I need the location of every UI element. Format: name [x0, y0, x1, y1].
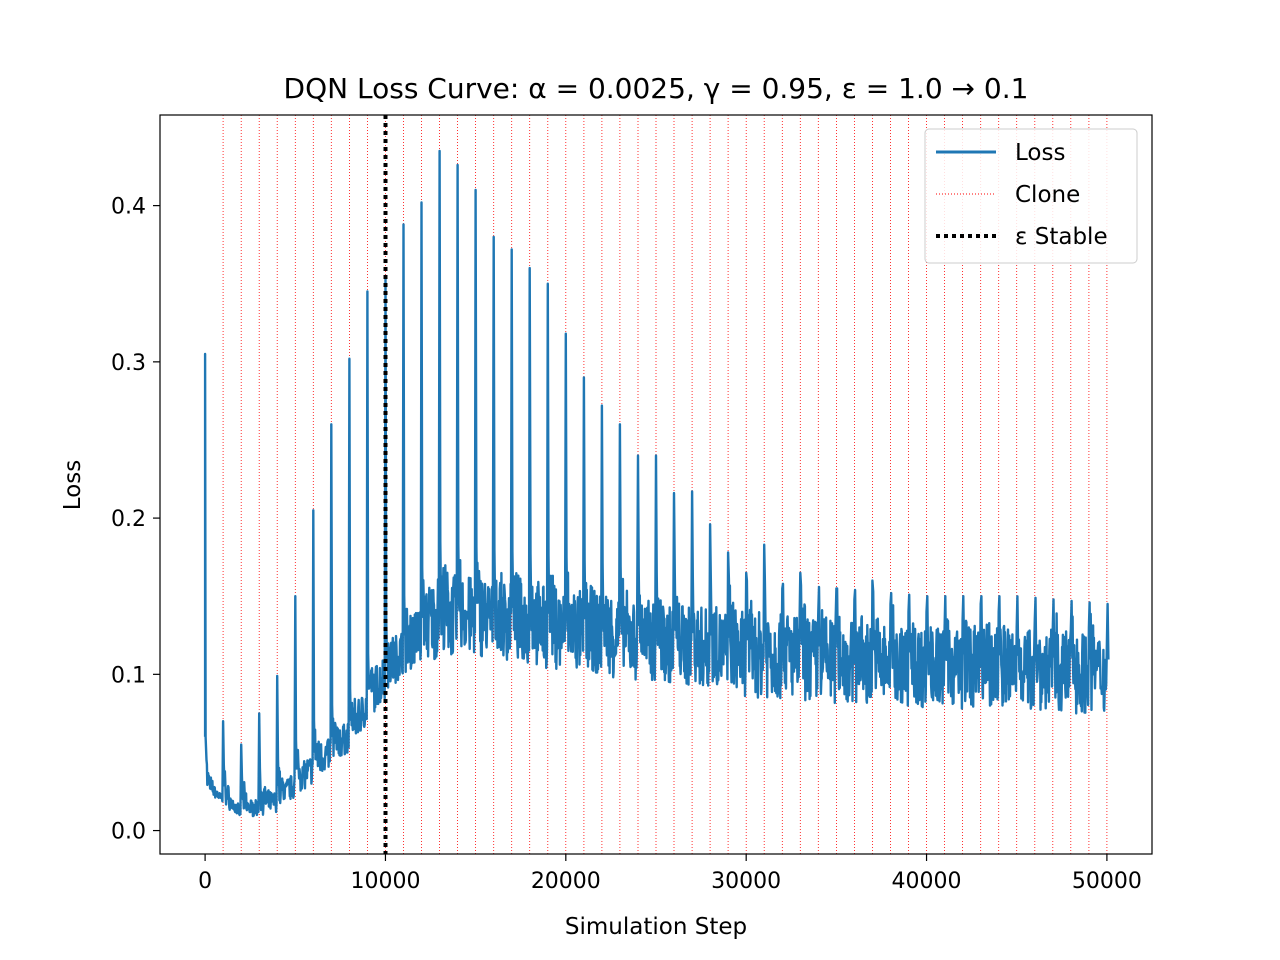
x-tick-label: 20000	[531, 869, 601, 894]
y-axis-label: Loss	[60, 460, 86, 510]
x-tick-label: 30000	[711, 869, 781, 894]
legend-epsilon-label: ε Stable	[1015, 224, 1108, 250]
y-tick-label: 0.2	[111, 507, 146, 532]
plot-area	[203, 115, 1110, 854]
legend-loss-label: Loss	[1015, 140, 1065, 166]
x-axis-label: Simulation Step	[565, 914, 747, 940]
chart-title: DQN Loss Curve: α = 0.0025, γ = 0.95, ε …	[284, 72, 1029, 105]
x-tick-label: 10000	[350, 869, 420, 894]
x-tick-label: 40000	[892, 869, 962, 894]
loss-series-line	[203, 149, 1110, 818]
y-tick-label: 0.0	[111, 820, 146, 845]
legend: Loss Clone ε Stable	[924, 128, 1138, 264]
legend-clone-label: Clone	[1015, 182, 1080, 208]
y-tick-label: 0.3	[111, 351, 146, 376]
axes-frame	[159, 114, 1153, 855]
x-tick-label: 50000	[1072, 869, 1142, 894]
x-axis: 0 10000 20000 30000 40000 50000	[198, 854, 1142, 894]
legend-box	[924, 128, 1138, 264]
y-axis: 0.0 0.1 0.2 0.3 0.4	[111, 195, 160, 845]
y-tick-label: 0.4	[111, 195, 146, 220]
y-tick-label: 0.1	[111, 663, 146, 688]
x-tick-label: 0	[198, 869, 212, 894]
